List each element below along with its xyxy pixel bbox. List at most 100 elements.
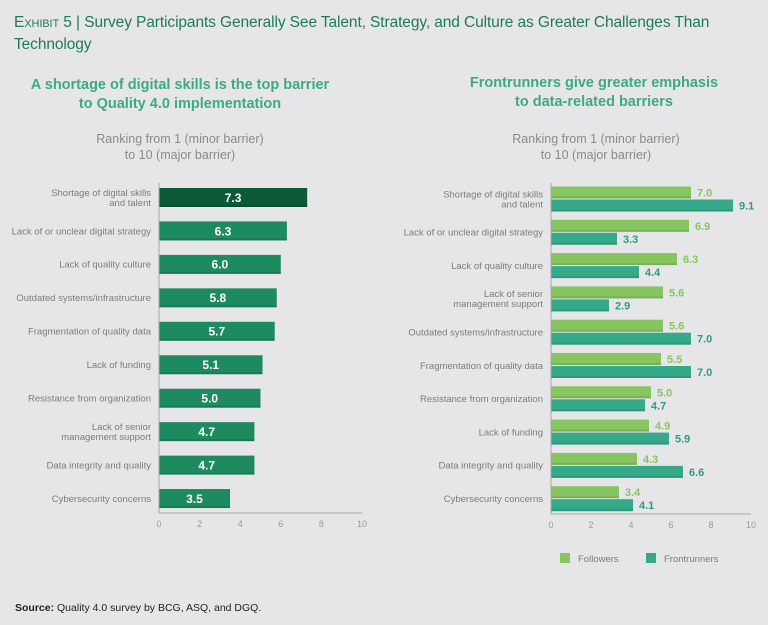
right-chart-title-line-1: Frontrunners give greater emphasis [469, 75, 719, 91]
right-bar-value-label-followers: 3.4 [625, 487, 641, 499]
left-bar-shadow [159, 205, 308, 207]
right-bar-followers [551, 419, 649, 432]
right-category-label: Resistance from organization [420, 394, 543, 405]
exhibit-title-text: Survey Participants Generally See Talent… [14, 14, 710, 53]
right-chart-subtitle: Ranking from 1 (minor barrier) to 10 (ma… [476, 131, 716, 163]
right-bar-shadow [551, 263, 677, 266]
left-category-label: Shortage of digital skills and talent [51, 188, 151, 209]
right-bar-frontrunners [551, 366, 691, 378]
right-x-tick-label: 0 [548, 520, 553, 530]
right-bar-value-label-frontrunners: 2.9 [615, 300, 630, 312]
left-bar-shadow [159, 506, 231, 509]
right-bar-frontrunners [551, 399, 645, 412]
right-bar-frontrunners [551, 199, 733, 212]
left-bar-value-label: 4.7 [198, 458, 215, 472]
right-chart-subtitle-line-2: to 10 (major barrier) [540, 148, 652, 162]
right-bar-value-label-followers: 6.9 [695, 221, 710, 233]
right-bar-followers [551, 186, 691, 199]
right-bar-followers [551, 386, 651, 399]
right-bar-followers [551, 286, 663, 299]
right-bar-value-label-followers: 7.0 [697, 188, 712, 200]
right-bar-followers [551, 219, 689, 232]
right-bar-value-label-frontrunners: 9.1 [739, 201, 754, 213]
left-bar-value-label: 6.3 [215, 224, 232, 238]
source-note: Source: Quality 4.0 survey by BCG, ASQ, … [15, 602, 261, 614]
left-bar-value-label: 5.7 [209, 325, 226, 339]
left-bar [159, 188, 308, 207]
right-bar-value-label-followers: 4.9 [655, 421, 670, 433]
right-bar-value-label-followers: 5.6 [669, 287, 684, 299]
right-x-tick-label: 8 [708, 520, 713, 530]
left-category-label: Lack of senior management support [61, 422, 151, 443]
right-category-label: Lack of quality culture [451, 261, 543, 272]
left-bar-value-label: 5.8 [210, 291, 227, 305]
left-bar-shadow [159, 472, 255, 475]
left-chart-subtitle-line-1: Ranking from 1 (minor barrier) [96, 132, 264, 146]
left-bar-value-label: 7.3 [225, 191, 242, 205]
right-bar-shadow [551, 462, 637, 465]
right-bar-frontrunners [551, 232, 617, 245]
left-x-tick-label: 2 [197, 519, 202, 529]
right-bar-shadow [551, 509, 633, 512]
right-bar-value-label-followers: 5.5 [667, 354, 682, 366]
right-bar-followers [551, 452, 637, 465]
left-category-label: Fragmentation of quality data [28, 327, 152, 338]
right-category-label: Fragmentation of quality data [420, 361, 544, 372]
left-chart-title: A shortage of digital skills is the top … [20, 76, 340, 114]
right-category-label: Shortage of digital skills and talent [443, 189, 543, 210]
left-category-label: Cybersecurity concerns [52, 494, 152, 505]
right-bar-shadow [551, 396, 651, 399]
right-x-tick-label: 6 [668, 520, 673, 530]
left-bar-shadow [159, 439, 255, 442]
left-bar-value-label: 3.5 [186, 492, 203, 506]
right-bar-shadow [551, 276, 639, 279]
left-bar-value-label: 5.1 [202, 358, 219, 372]
left-bar-value-label: 6.0 [212, 258, 229, 272]
right-bar-shadow [551, 496, 619, 499]
right-bar-value-label-followers: 6.3 [683, 254, 698, 266]
left-category-label: Lack of funding [87, 360, 151, 371]
right-bar-shadow [551, 409, 645, 412]
exhibit-label: Exhibit 5 [14, 14, 72, 31]
right-bar-shadow [551, 196, 691, 199]
left-bar [159, 388, 261, 408]
left-chart-subtitle: Ranking from 1 (minor barrier) to 10 (ma… [60, 131, 300, 163]
right-category-label: Lack of or unclear digital strategy [404, 228, 544, 239]
right-bar-value-label-frontrunners: 7.0 [697, 367, 712, 379]
legend-swatch-frontrunners [646, 553, 656, 563]
right-bar-followers [551, 353, 661, 365]
right-bar-value-label-frontrunners: 5.9 [675, 434, 690, 446]
right-chart-title-line-2: to data-related barriers [515, 94, 673, 110]
right-bar-shadow [551, 363, 661, 365]
right-bar-shadow [551, 209, 733, 212]
left-x-tick-label: 0 [156, 519, 161, 529]
right-bar-value-label-followers: 5.0 [657, 387, 672, 399]
right-bar-value-label-frontrunners: 4.7 [651, 400, 666, 412]
right-bar-shadow [551, 309, 609, 312]
right-bar-frontrunners [551, 332, 691, 345]
left-chart-title-line-1: A shortage of digital skills is the top … [30, 77, 330, 93]
right-bar-value-label-followers: 5.6 [669, 321, 684, 333]
left-bar [159, 355, 263, 375]
right-chart-title: Frontrunners give greater emphasis to da… [444, 74, 744, 112]
right-bar-shadow [551, 429, 649, 432]
right-category-label: Cybersecurity concerns [444, 494, 544, 505]
right-bar-value-label-frontrunners: 3.3 [623, 234, 638, 246]
legend-swatch-followers [560, 553, 570, 563]
right-bar-shadow [551, 342, 691, 345]
exhibit-title: Exhibit 5 | Survey Participants Generall… [14, 12, 754, 56]
legend-label-frontrunners: Frontrunners [664, 554, 719, 565]
right-chart-subtitle-line-1: Ranking from 1 (minor barrier) [512, 132, 680, 146]
right-bar-shadow [551, 242, 617, 245]
right-category-label: Outdated systems/infrastructure [408, 328, 543, 339]
left-bar [159, 422, 255, 442]
right-bar-followers [551, 319, 663, 332]
left-bar [159, 254, 281, 274]
right-bar-frontrunners [551, 432, 669, 445]
left-bar-value-label: 4.7 [198, 425, 215, 439]
right-category-label: Lack of funding [479, 427, 543, 438]
left-x-tick-label: 6 [278, 519, 283, 529]
source-text: Quality 4.0 survey by BCG, ASQ, and DGQ. [57, 602, 262, 614]
left-bar-shadow [159, 338, 275, 341]
